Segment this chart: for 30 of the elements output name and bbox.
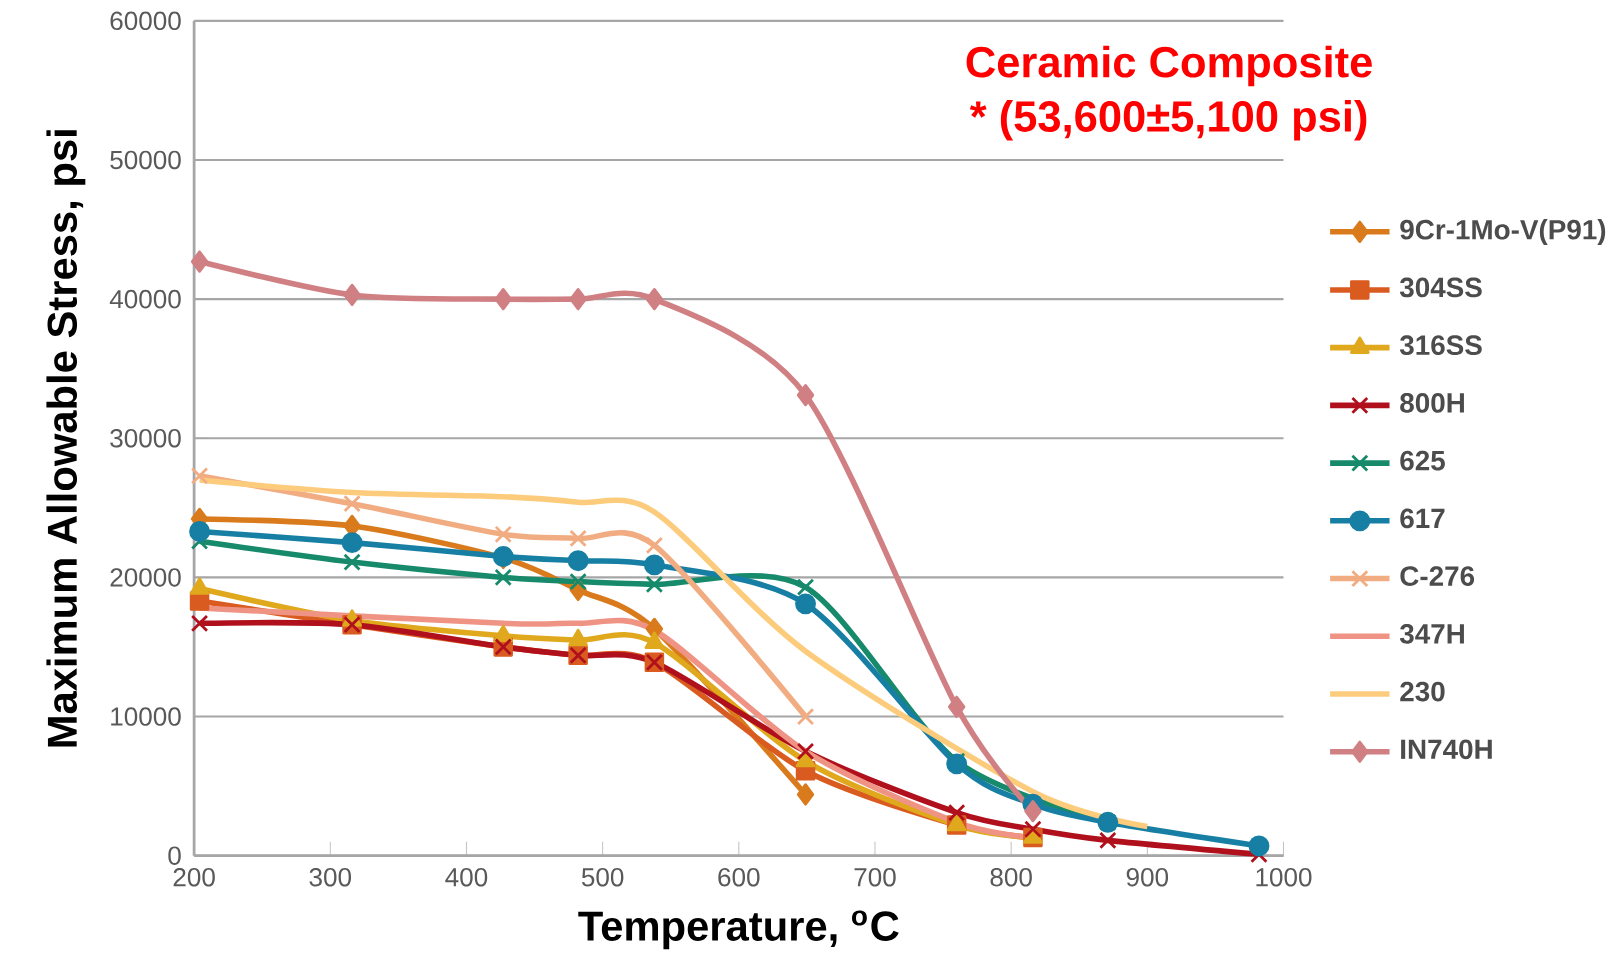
x-tick-label: 600 [718, 868, 760, 887]
y-axis-title: Maximum Allowable Stress, psi [46, 130, 86, 747]
y-tick-label: 30000 [110, 429, 181, 448]
legend-label: IN740H [1401, 739, 1492, 760]
y-tick-label: 50000 [110, 150, 181, 170]
x-axis-title: Temperature, $^{o}$C [578, 910, 899, 950]
x-tick-label: 500 [581, 868, 624, 887]
legend-label: 617 [1400, 508, 1445, 529]
annotation: Ceramic Composite [966, 45, 1372, 87]
y-tick-label: 0 [168, 846, 181, 866]
legend-label: 9Cr-1Mo-V(P91) [1400, 219, 1606, 246]
y-tick-label: 10000 [111, 707, 181, 727]
y-tick-label: 20000 [110, 568, 181, 587]
legend-label: 304SS [1399, 277, 1482, 298]
legend-label: 230 [1400, 681, 1445, 702]
legend-label: 800H [1400, 393, 1464, 413]
x-tick-label: 900 [1126, 868, 1169, 887]
x-tick-label: 800 [990, 868, 1032, 887]
x-tick-label: 300 [309, 868, 352, 887]
annotation: * (53,600±5,100 psi) [969, 100, 1367, 141]
x-tick-label: 700 [854, 868, 896, 887]
x-tick-label: 400 [445, 868, 488, 887]
legend-label: 316SS [1399, 335, 1482, 356]
legend-label: 625 [1400, 451, 1445, 471]
legend-label: 347H [1399, 624, 1464, 644]
y-tick-label: 60000 [110, 11, 181, 31]
x-tick-label: 200 [173, 868, 215, 887]
x-tick-label: 1000 [1256, 868, 1312, 887]
legend-label: C-276 [1400, 566, 1475, 587]
y-tick-label: 40000 [109, 290, 181, 309]
